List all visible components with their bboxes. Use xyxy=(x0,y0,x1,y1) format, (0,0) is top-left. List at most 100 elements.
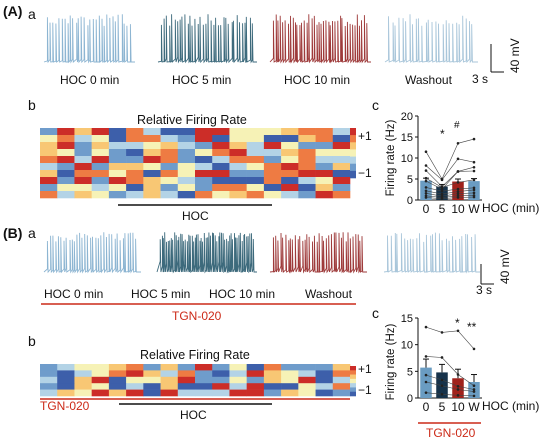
heatmap-b-cell xyxy=(108,376,127,384)
heatmap-b-cell xyxy=(74,370,92,378)
heatmap-a-cell xyxy=(91,142,110,150)
heatmap-a-cell xyxy=(143,191,161,199)
heatmap-a-cell xyxy=(263,163,282,171)
heatmap-b-cell xyxy=(126,376,144,384)
heatmap-b-cell xyxy=(57,376,75,384)
heatmap-a-cell xyxy=(229,184,247,192)
colorbar-a-top: +1 xyxy=(358,129,372,143)
colorbar-b-bottom: −1 xyxy=(358,383,372,397)
heatmap-a-cell xyxy=(229,128,247,136)
heatmap-a-cell xyxy=(212,184,230,192)
chart-a-subject-point xyxy=(424,169,428,172)
trace-b-3 xyxy=(383,232,480,274)
scale-time-b: 3 s xyxy=(476,283,492,297)
heatmap-a-cell xyxy=(315,191,334,199)
heatmap-b-cell xyxy=(177,364,196,371)
chart-a-subject-point xyxy=(424,196,428,199)
heatmap-a-cell xyxy=(40,170,58,178)
heatmap-a-cell xyxy=(143,177,161,185)
trace-b-2 xyxy=(269,232,367,274)
chart-b-subject-point xyxy=(440,378,444,382)
heatmap-b-cell xyxy=(57,364,75,371)
heatmap-a-cell xyxy=(298,156,316,164)
heatmap-a-cell xyxy=(332,177,351,185)
heatmap-b-cell xyxy=(229,383,247,390)
scale-voltage-b: 40 mV xyxy=(498,249,512,284)
heatmap-a-cell xyxy=(281,142,299,150)
heatmap-a-cell xyxy=(108,135,127,143)
heatmap-a-cell xyxy=(229,177,247,185)
heatmap-b-cell xyxy=(229,364,247,371)
colorbar-a-segment xyxy=(350,163,356,172)
heatmap-b-cell xyxy=(263,370,282,378)
heatmap-a-cell xyxy=(57,163,75,171)
panel-b-traces xyxy=(43,232,480,274)
hoc-label-a: HOC xyxy=(182,209,209,223)
heatmap-a-cell xyxy=(74,128,92,136)
heatmap-a-cell xyxy=(91,156,110,164)
chart-a-subject-point xyxy=(424,189,428,193)
heatmap-a-cell xyxy=(40,149,58,157)
chart-b-subject-line xyxy=(425,374,475,390)
heatmap-a-cell xyxy=(108,191,127,199)
chart-b-subject-line xyxy=(425,326,475,350)
heatmap-a-cell xyxy=(212,177,230,185)
heatmap-b-cell xyxy=(332,383,351,390)
chart-b-xtick-label: 5 xyxy=(439,400,446,414)
heatmap-a-cell xyxy=(195,184,213,192)
heatmap-a-cell xyxy=(246,191,265,199)
tgn-label-b-a: TGN-020 xyxy=(172,309,222,323)
chart-a-subject-point xyxy=(456,170,460,173)
hoc-label-b: HOC xyxy=(180,408,207,422)
heatmap-a-cell xyxy=(315,128,334,136)
heatmap-b-cell xyxy=(212,376,230,384)
heatmap-a-cell xyxy=(143,170,161,178)
heatmap-b-cell xyxy=(74,389,92,397)
heatmap-a-cell xyxy=(229,163,247,171)
heatmap-a-cell xyxy=(281,128,299,136)
heatmap-b-cell xyxy=(212,370,230,378)
heatmap-a-cell xyxy=(315,142,334,150)
heatmap-a-cell xyxy=(57,177,75,185)
heatmap-a-cell xyxy=(160,170,179,178)
chart-b-mark-dstar: ** xyxy=(467,320,477,334)
heatmap-a-cell xyxy=(160,163,179,171)
heatmap-a-cell xyxy=(74,142,92,150)
heatmap-a-cell xyxy=(57,142,75,150)
heatmap-a-cell xyxy=(57,156,75,164)
colorbar-a: +1 −1 xyxy=(350,128,372,180)
heatmap-a-cell xyxy=(195,191,213,199)
heatmap-a-cell xyxy=(40,177,58,185)
tgn-label-b-c: TGN-020 xyxy=(426,426,476,440)
chart-a-subject-point xyxy=(472,188,476,192)
heatmap-a-cell xyxy=(91,163,110,171)
scale-bar-b: 3 s 40 mV xyxy=(476,249,512,297)
trace-label-a-2: HOC 10 min xyxy=(284,73,350,87)
heatmap-a-cell xyxy=(332,191,351,199)
chart-b-subject-point xyxy=(424,355,428,358)
heatmap-b-cell xyxy=(246,370,265,378)
chart-a-subject-point xyxy=(456,142,460,145)
heatmap-b-cell xyxy=(91,364,110,371)
heatmap-b-cell xyxy=(195,376,213,384)
chart-b-subject-line xyxy=(425,356,475,386)
heatmap-a-cell xyxy=(263,170,282,178)
chart-b-ytick-label: 10 xyxy=(401,340,413,352)
colorbar-a-bottom: −1 xyxy=(358,166,372,180)
heatmap-b-cell xyxy=(332,389,351,397)
panel-b-a-label: a xyxy=(28,225,36,241)
heatmap-a xyxy=(40,128,351,199)
chart-a-subject-point xyxy=(456,192,460,195)
heatmap-b-cell xyxy=(315,383,334,390)
scale-bar-a: 3 s 40 mV xyxy=(472,38,522,86)
heatmap-b-cell xyxy=(246,364,265,371)
heatmap-a-cell xyxy=(177,135,196,143)
heatmap-b-cell xyxy=(91,370,110,378)
chart-a-subject-point xyxy=(472,195,476,199)
heatmap-a-cell xyxy=(281,149,299,157)
heatmap-a-cell xyxy=(332,170,351,178)
heatmap-a-cell xyxy=(126,149,144,157)
heatmap-a-cell xyxy=(195,170,213,178)
heatmap-a-cell xyxy=(263,184,282,192)
heatmap-a-cell xyxy=(315,163,334,171)
